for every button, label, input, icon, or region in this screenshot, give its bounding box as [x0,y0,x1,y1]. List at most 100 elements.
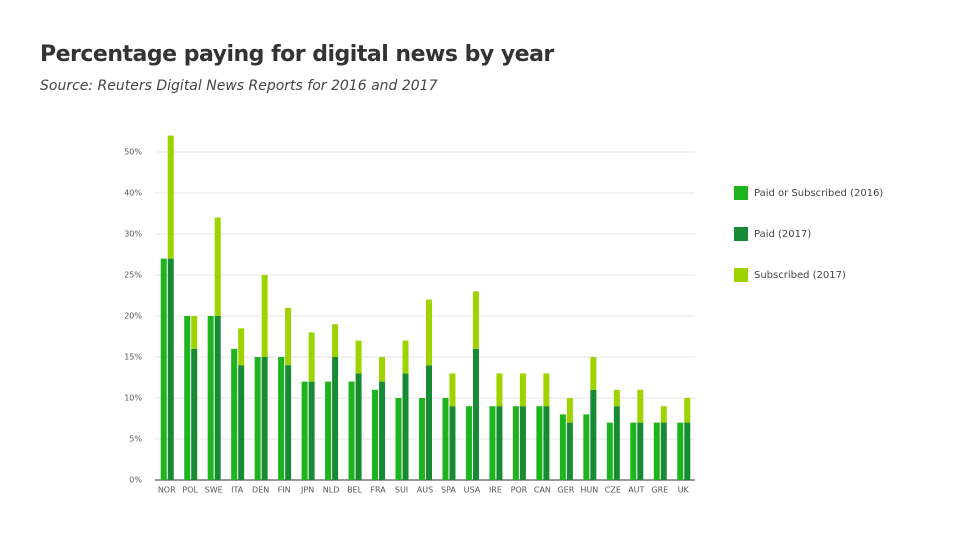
x-tick-label: BEL [347,486,363,495]
bar [332,357,339,480]
x-tick-label: IRE [489,486,502,495]
x-tick-label: GER [557,486,574,495]
bar [261,275,268,357]
x-tick-label: UK [678,486,690,495]
chart-title: Percentage paying for digital news by ye… [40,42,554,67]
x-tick-label: NOR [158,486,176,495]
bar [395,398,402,480]
bar [426,299,432,366]
x-tick-label: CAN [534,486,551,495]
x-tick-label: GRE [651,486,668,495]
legend-label: Subscribed (2017) [754,270,846,281]
legend-label: Paid (2017) [754,229,811,240]
bar [566,422,573,480]
y-tick-label: 40% [124,189,142,198]
bar [543,373,550,407]
bar [472,348,479,480]
x-tick-label: DEN [252,486,269,495]
bar [379,357,386,382]
bar [660,422,667,480]
bar [167,258,174,480]
bar [332,324,339,357]
bar [684,422,691,480]
x-tick-label: CZE [605,486,621,495]
bar [285,365,292,480]
x-tick-label: POR [511,486,528,495]
y-tick-label: 15% [124,353,142,362]
bar [167,135,174,259]
y-tick-label: 10% [124,394,142,403]
bar [308,332,315,382]
bar [191,348,198,480]
y-tick-label: 0% [129,476,142,485]
bar [207,316,214,480]
x-tick-label: ITA [231,486,244,495]
y-tick-label: 50% [124,148,142,157]
bar [402,340,409,374]
bar [231,348,238,480]
bar [160,258,167,480]
bar [278,357,285,480]
bar [590,389,597,480]
y-tick-label: 20% [124,312,142,321]
bar [325,381,332,480]
bar [214,217,221,316]
x-tick-label: SWE [205,486,223,495]
bar [348,381,355,480]
bar [449,373,456,407]
bar [566,398,573,423]
bar [426,365,432,480]
x-tick-label: AUT [628,486,644,495]
x-tick-label: HUN [580,486,598,495]
chart-subtitle: Source: Reuters Digital News Reports for… [40,78,438,94]
bar [536,406,543,480]
bar [402,373,409,480]
bar [684,398,691,423]
bar [660,406,667,423]
bar [308,381,315,480]
bar [238,365,245,480]
x-tick-label: AUS [417,486,433,495]
bar [677,422,684,480]
bar [613,389,620,407]
bar [519,406,526,480]
bar [630,422,637,480]
bar [214,316,221,480]
legend-swatch [734,186,748,200]
bar [583,414,590,480]
bar [355,373,362,480]
x-tick-label: SPA [441,486,456,495]
x-tick-label: POL [182,486,198,495]
x-tick-label: USA [464,486,481,495]
bar [184,316,191,480]
bar [465,406,472,480]
bar [419,398,425,480]
y-tick-label: 30% [124,230,142,239]
bar [355,340,362,374]
bar [449,406,456,480]
bar [489,406,496,480]
bar [472,291,479,349]
x-tick-label: FRA [370,486,386,495]
legend-swatch [734,227,748,241]
bar [590,357,597,390]
bar [637,422,644,480]
bar [261,357,268,480]
bar [301,381,308,480]
bar [637,389,644,423]
legend-swatch [734,268,748,282]
bar [238,328,245,366]
y-tick-label: 25% [124,271,142,280]
bar [543,406,550,480]
y-tick-label: 5% [129,435,142,444]
bar [606,422,613,480]
x-tick-label: JPN [300,486,314,495]
bar [442,398,449,480]
bar [653,422,660,480]
legend-label: Paid or Subscribed (2016) [754,188,883,199]
bar [559,414,566,480]
bar [512,406,519,480]
bar [372,389,379,480]
x-tick-label: SUI [395,486,408,495]
